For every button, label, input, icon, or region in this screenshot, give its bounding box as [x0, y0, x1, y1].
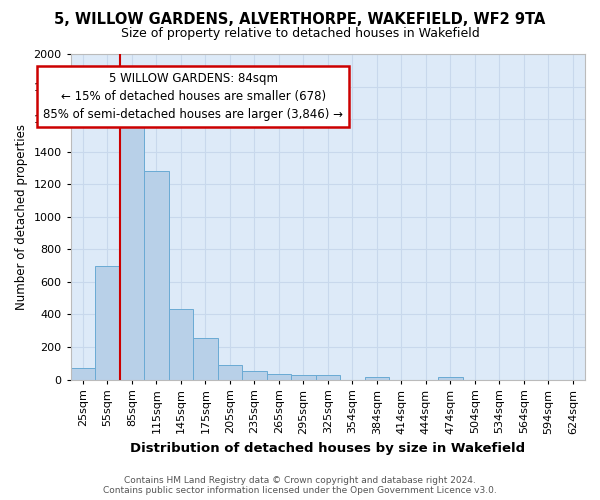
Bar	[169, 308, 193, 380]
Bar	[144, 171, 169, 380]
Y-axis label: Number of detached properties: Number of detached properties	[15, 124, 28, 310]
Bar	[71, 368, 95, 380]
Bar	[218, 365, 242, 380]
Text: Contains HM Land Registry data © Crown copyright and database right 2024.
Contai: Contains HM Land Registry data © Crown c…	[103, 476, 497, 495]
Bar	[365, 376, 389, 380]
Bar	[266, 374, 291, 380]
Bar	[316, 376, 340, 380]
Text: 5, WILLOW GARDENS, ALVERTHORPE, WAKEFIELD, WF2 9TA: 5, WILLOW GARDENS, ALVERTHORPE, WAKEFIEL…	[55, 12, 545, 28]
Bar	[119, 112, 144, 380]
Text: Size of property relative to detached houses in Wakefield: Size of property relative to detached ho…	[121, 28, 479, 40]
Bar	[193, 338, 218, 380]
X-axis label: Distribution of detached houses by size in Wakefield: Distribution of detached houses by size …	[130, 442, 526, 455]
Bar	[242, 370, 266, 380]
Bar	[438, 378, 463, 380]
Text: 5 WILLOW GARDENS: 84sqm
← 15% of detached houses are smaller (678)
85% of semi-d: 5 WILLOW GARDENS: 84sqm ← 15% of detache…	[43, 72, 343, 121]
Bar	[291, 376, 316, 380]
Bar	[95, 266, 119, 380]
